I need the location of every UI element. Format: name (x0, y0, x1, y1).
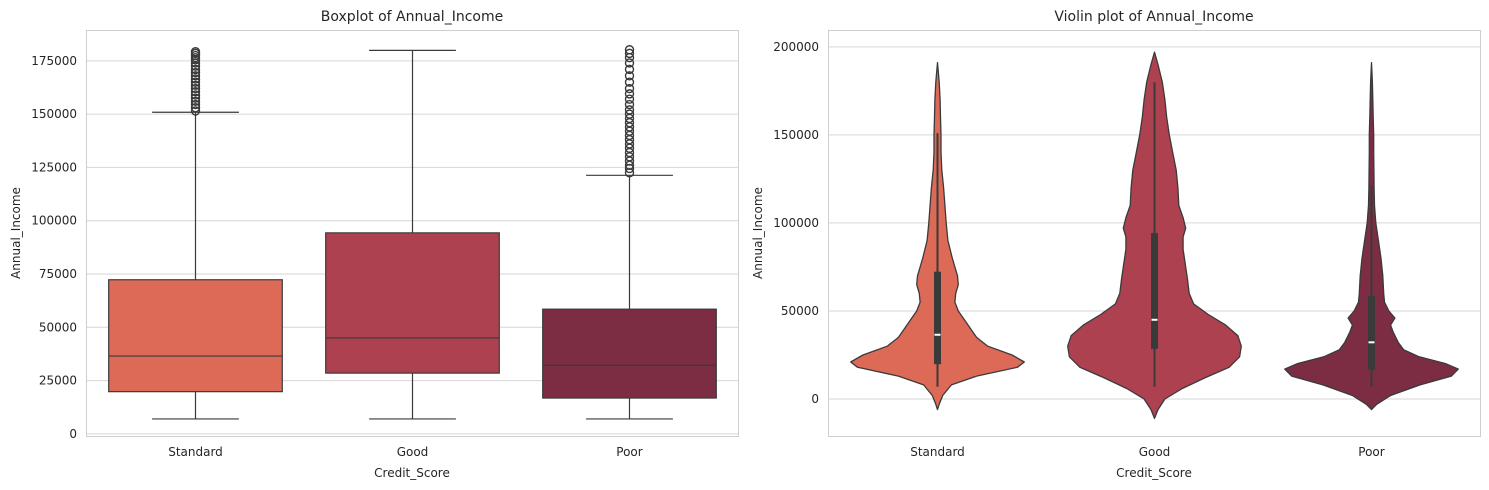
outlier-point (190, 106, 201, 116)
y-axis-label: Annual_Income (9, 187, 23, 279)
violin-iqr-box (1368, 296, 1375, 370)
outlier-point (190, 90, 201, 100)
y-tick-label: 150000 (31, 107, 77, 121)
y-tick-label: 100000 (31, 214, 77, 228)
plot-marks (108, 45, 717, 420)
chart-title: Violin plot of Annual_Income (1054, 9, 1253, 25)
outlier-point (624, 105, 635, 115)
plot-marks (850, 51, 1459, 420)
boxplot-panel: 0 25000 50000 75000 100000 125000 150000 175000… (9, 9, 739, 480)
outlier-point (624, 71, 635, 81)
outlier-point (624, 99, 635, 110)
y-tick-label: 200000 (773, 40, 819, 54)
box (108, 279, 283, 393)
x-tick-label: Poor (616, 445, 642, 459)
box (325, 232, 500, 374)
y-tick-label: 50000 (781, 304, 819, 318)
x-tick-label: Poor (1358, 445, 1384, 459)
outlier-point (190, 99, 201, 110)
outlier-point (624, 64, 635, 75)
outlier-point (190, 71, 201, 81)
y-tick-label: 125000 (31, 160, 77, 174)
outlier-point (624, 94, 635, 104)
y-tick-label: 175000 (31, 54, 77, 68)
violin-panel: 0 50000 100000 150000 200000 Standard Good Poo… (751, 9, 1481, 480)
y-tick-label: 0 (811, 392, 819, 406)
y-tick-labels: 0 50000 100000 150000 200000 (773, 40, 819, 406)
violin-iqr-box (934, 271, 941, 365)
outlier-point (624, 109, 635, 119)
y-tick-label: 150000 (773, 128, 819, 142)
outlier-point (190, 74, 201, 84)
y-tick-label: 100000 (773, 216, 819, 230)
outlier-point (624, 89, 635, 99)
outlier-point (190, 77, 201, 87)
chart-title: Boxplot of Annual_Income (321, 9, 503, 25)
outlier-point (190, 87, 201, 97)
box-group-good (325, 49, 500, 420)
outlier-point (624, 77, 635, 87)
y-tick-label: 0 (69, 427, 77, 441)
box-group-poor (542, 45, 717, 420)
plot-frame (828, 30, 1481, 437)
x-axis-label: Credit_Score (1116, 466, 1192, 480)
outlier-point (190, 46, 201, 57)
x-tick-label: Standard (910, 445, 965, 459)
violin-group-poor (1284, 62, 1459, 411)
outlier-point (190, 103, 201, 113)
y-tick-label: 50000 (39, 320, 77, 334)
x-tick-label: Standard (168, 445, 223, 459)
x-tick-labels: Standard Good Poor (910, 445, 1385, 459)
box-group-standard (108, 46, 283, 420)
x-axis-label: Credit_Score (374, 466, 450, 480)
outlier-point (190, 96, 201, 107)
plot-frame (86, 30, 739, 437)
outlier-point (190, 83, 201, 94)
outlier-point (190, 67, 201, 78)
x-tick-labels: Standard Good Poor (168, 445, 643, 459)
violin-group-good (1067, 51, 1242, 420)
y-tick-labels: 0 25000 50000 75000 100000 125000 150000 175000 (31, 54, 77, 441)
outlier-point (624, 48, 635, 59)
y-axis-label: Annual_Income (751, 187, 765, 279)
y-tick-label: 25000 (39, 374, 77, 388)
outlier-point (624, 58, 635, 68)
outlier-point (190, 80, 201, 91)
x-tick-label: Good (397, 445, 429, 459)
box (542, 308, 717, 399)
violin-iqr-box (1151, 232, 1158, 349)
outlier-point (624, 83, 635, 94)
x-tick-label: Good (1139, 445, 1171, 459)
violin-group-standard (850, 62, 1025, 411)
outlier-point (190, 93, 201, 103)
outlier-point (190, 64, 201, 75)
y-tick-label: 75000 (39, 267, 77, 281)
outlier-point (624, 45, 635, 55)
